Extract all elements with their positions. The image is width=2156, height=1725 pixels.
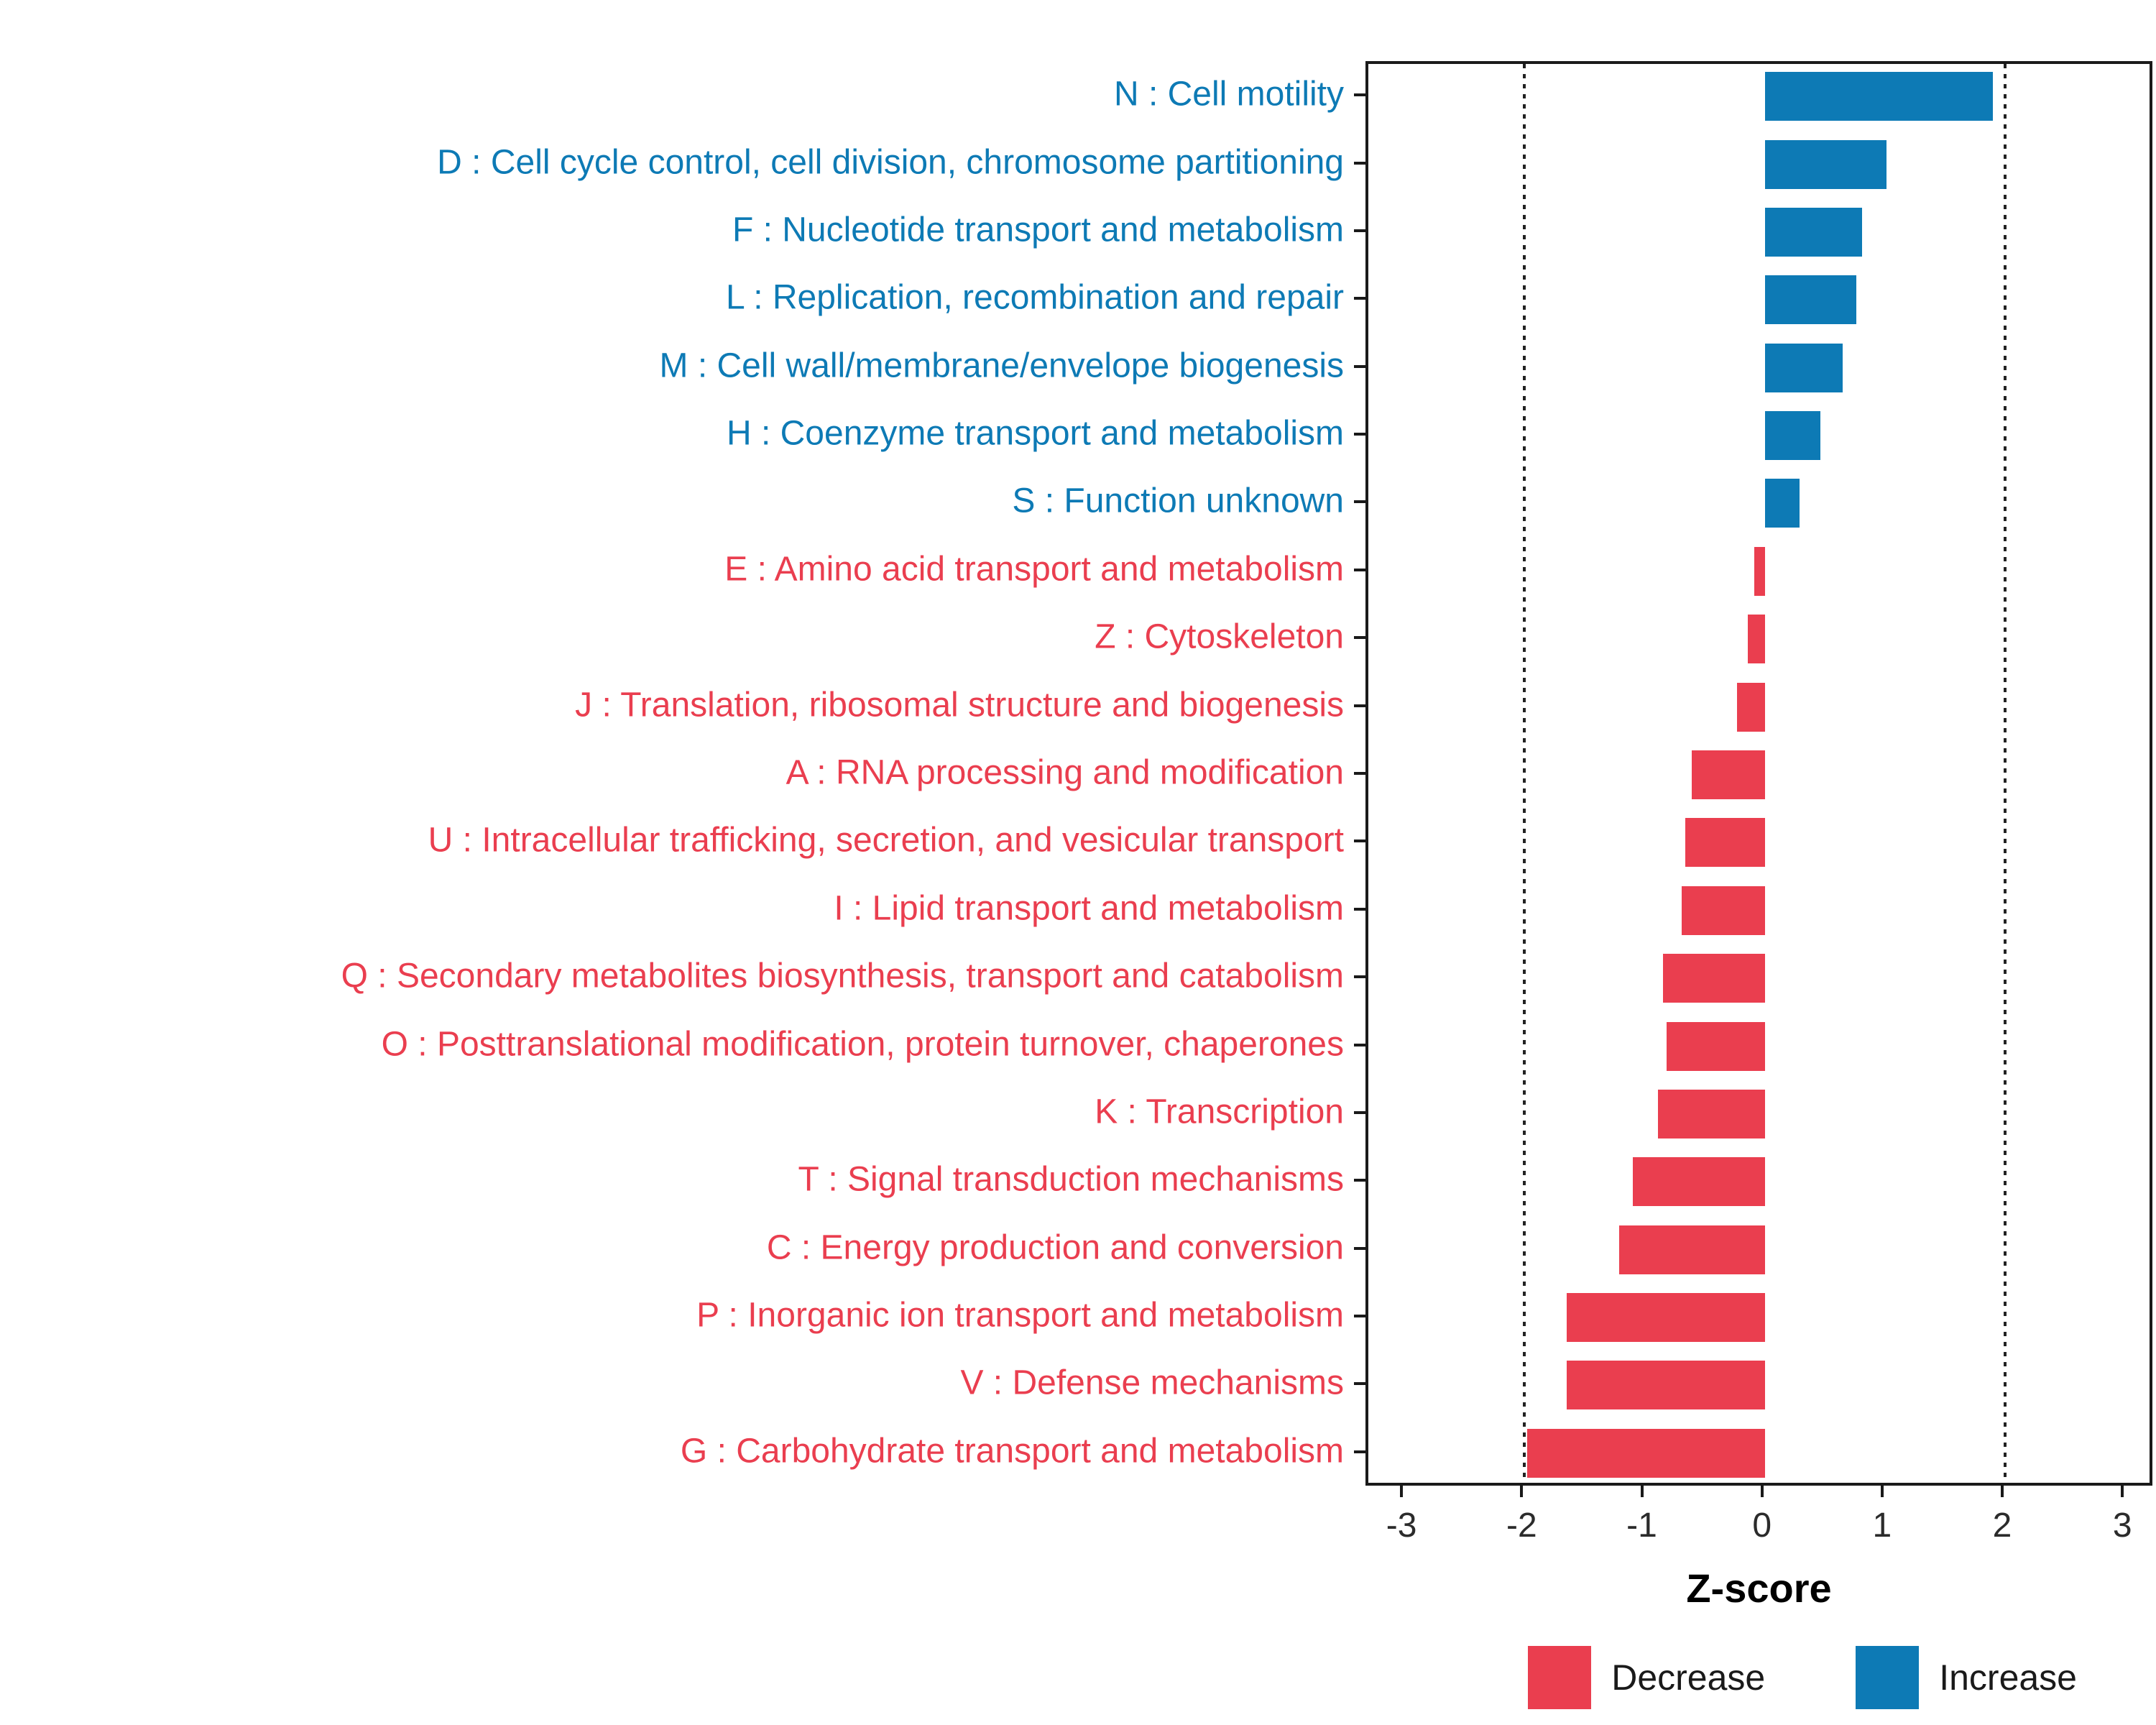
bar [1754, 547, 1765, 596]
legend-label-decrease: Decrease [1611, 1657, 1766, 1698]
category-label: O : Posttranslational modification, prot… [381, 1024, 1344, 1063]
x-tick [2121, 1486, 2124, 1497]
category-label: G : Carbohydrate transport and metabolis… [680, 1432, 1344, 1471]
y-tick [1354, 704, 1365, 707]
y-tick [1354, 161, 1365, 165]
bar [1764, 208, 1863, 257]
bar [1662, 954, 1765, 1003]
y-tick [1354, 636, 1365, 640]
bar [1666, 1022, 1765, 1071]
x-tick-label: -1 [1626, 1506, 1657, 1545]
category-label: M : Cell wall/membrane/envelope biogenes… [659, 346, 1344, 385]
y-tick [1354, 772, 1365, 775]
category-label: V : Defense mechanisms [960, 1363, 1344, 1402]
x-tick-label: 1 [1872, 1506, 1892, 1545]
y-tick [1354, 1315, 1365, 1318]
y-tick [1354, 1450, 1365, 1453]
x-tick-label: 2 [1992, 1506, 2012, 1545]
x-axis-title: Z-score [1686, 1565, 1832, 1611]
bar [1764, 344, 1843, 392]
y-tick [1354, 568, 1365, 571]
bar [1632, 1157, 1765, 1206]
category-label: Q : Secondary metabolites biosynthesis, … [341, 957, 1344, 995]
category-label: T : Signal transduction mechanisms [798, 1160, 1344, 1199]
category-label: F : Nucleotide transport and metabolism [732, 211, 1344, 249]
category-label: L : Replication, recombination and repai… [725, 278, 1344, 317]
bar [1526, 1429, 1765, 1478]
y-tick [1354, 1179, 1365, 1182]
x-tick [1880, 1486, 1884, 1497]
bar [1619, 1225, 1765, 1274]
x-tick [1520, 1486, 1524, 1497]
legend: Decrease Increase [1528, 1646, 2077, 1709]
legend-swatch-decrease [1528, 1646, 1592, 1709]
category-label: N : Cell motility [1113, 75, 1344, 114]
x-tick [1760, 1486, 1764, 1497]
category-label: S : Function unknown [1012, 482, 1344, 520]
bar [1764, 411, 1820, 460]
legend-swatch-increase [1856, 1646, 1920, 1709]
y-tick [1354, 297, 1365, 300]
x-tick [2001, 1486, 2004, 1497]
bar [1691, 750, 1765, 799]
x-tick-label: -3 [1386, 1506, 1417, 1545]
reference-line--2 [1523, 64, 1526, 1483]
y-tick [1354, 1382, 1365, 1386]
legend-label-increase: Increase [1939, 1657, 2077, 1698]
category-label: U : Intracellular trafficking, secretion… [428, 821, 1344, 860]
category-label: I : Lipid transport and metabolism [834, 889, 1344, 928]
bar [1764, 275, 1856, 324]
category-label: E : Amino acid transport and metabolism [724, 550, 1344, 589]
y-tick [1354, 1246, 1365, 1250]
y-tick [1354, 93, 1365, 97]
bar [1682, 886, 1765, 935]
bar [1764, 72, 1994, 121]
bar [1566, 1361, 1765, 1409]
bar [1737, 683, 1765, 732]
x-tick-label: 0 [1752, 1506, 1772, 1545]
y-tick [1354, 1043, 1365, 1046]
x-tick [1400, 1486, 1404, 1497]
y-tick [1354, 364, 1365, 368]
category-label: H : Coenzyme transport and metabolism [726, 414, 1344, 453]
x-tick [1640, 1486, 1644, 1497]
bar [1764, 140, 1886, 189]
category-label: J : Translation, ribosomal structure and… [575, 686, 1344, 724]
bar [1685, 818, 1765, 867]
bar [1748, 615, 1765, 663]
y-tick [1354, 229, 1365, 232]
category-label: K : Transcription [1095, 1092, 1344, 1131]
category-label: Z : Cytoskeleton [1095, 617, 1344, 656]
y-tick [1354, 840, 1365, 843]
y-tick [1354, 500, 1365, 504]
y-tick [1354, 433, 1365, 436]
bar [1657, 1090, 1765, 1138]
bar [1764, 479, 1800, 528]
category-label: A : RNA processing and modification [786, 753, 1344, 792]
y-tick [1354, 1110, 1365, 1114]
bar [1566, 1293, 1765, 1342]
y-tick [1354, 975, 1365, 979]
reference-line-2 [2004, 64, 2007, 1483]
category-label: C : Energy production and conversion [766, 1228, 1344, 1267]
plot-panel [1365, 61, 2152, 1486]
category-label: D : Cell cycle control, cell division, c… [437, 142, 1344, 181]
category-label: P : Inorganic ion transport and metaboli… [696, 1296, 1344, 1335]
x-tick-label: 3 [2112, 1506, 2132, 1545]
y-tick [1354, 907, 1365, 911]
x-tick-label: -2 [1506, 1506, 1537, 1545]
